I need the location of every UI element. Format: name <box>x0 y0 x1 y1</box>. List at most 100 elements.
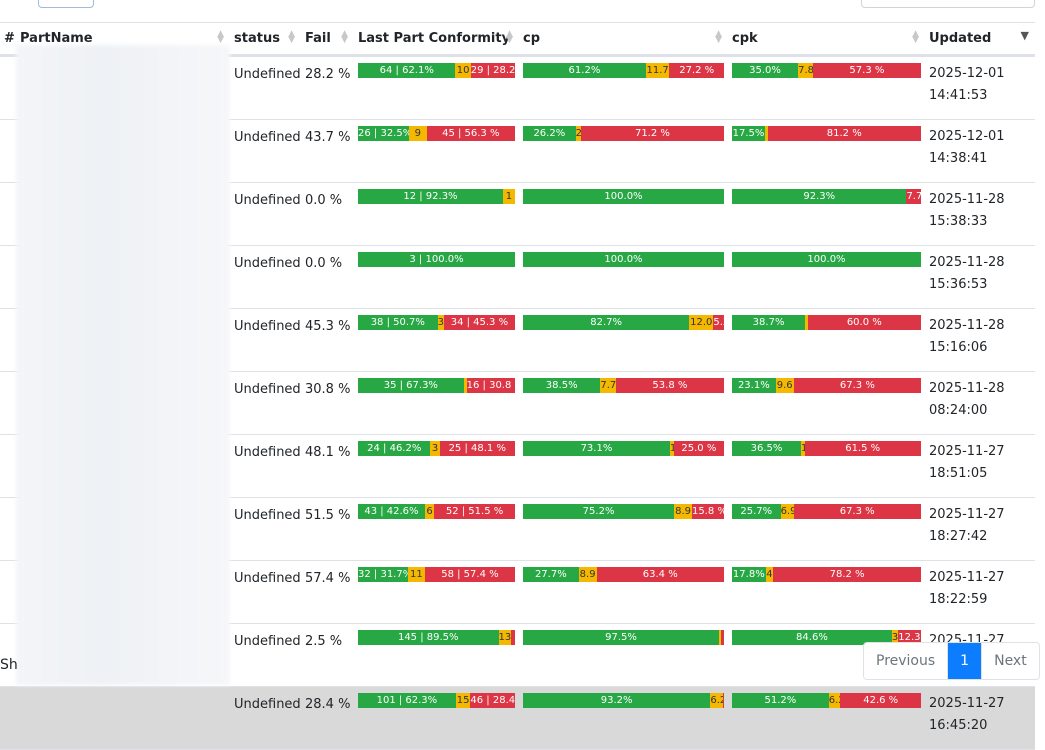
cell-status: Undefined <box>230 686 301 750</box>
updated-time: 08:24:00 <box>929 403 988 418</box>
length-select-button[interactable] <box>38 0 94 8</box>
cpk-bar: 92.3% 7.7 <box>732 189 921 204</box>
bar-segment-warn: 2 <box>575 126 581 141</box>
bar-segment-fail: 25.0 % <box>673 441 724 456</box>
cpk-bar: 25.7% 6.9 67.3 % <box>732 504 921 519</box>
cell-cp: 82.7%12.05.3 <box>519 308 728 372</box>
previous-page-button[interactable]: Previous <box>864 643 948 679</box>
cell-lpc: 12 | 92.3% 1 <box>354 182 519 246</box>
cp-bar: 100.0% <box>523 189 724 204</box>
col-header-cp[interactable]: cp ▲ ▼ <box>519 22 728 57</box>
lpc-bar: 3 | 100.0% <box>358 252 515 267</box>
cp-bar: 27.7% 8.9 63.4 % <box>523 567 724 582</box>
lpc-bar: 43 | 42.6% 6 52 | 51.5 % <box>358 504 515 519</box>
col-header-fail[interactable]: Fail ▲ ▼ <box>301 22 354 57</box>
bar-segment-pass: 97.5% <box>523 630 719 645</box>
cell-status: Undefined <box>230 497 301 561</box>
cell-lpc: 35 | 67.3%16 | 30.8 % <box>354 371 519 435</box>
cell-cpk: 17.8% 4 78.2 % <box>728 560 925 624</box>
cpk-bar: 36.5% 1 61.5 % <box>732 441 921 456</box>
lpc-bar: 12 | 92.3% 1 <box>358 189 515 204</box>
lpc-bar: 38 | 50.7% 3 34 | 45.3 % <box>358 315 515 330</box>
cell-num <box>0 623 16 687</box>
cell-cpk: 51.2%6.242.6 % <box>728 686 925 750</box>
cell-cpk: 35.0% 7.8 57.3 % <box>728 55 925 120</box>
cp-bar: 82.7%12.05.3 <box>523 315 724 330</box>
bar-segment-pass: 17.5% <box>732 126 766 141</box>
bar-segment-warn: 8.9 <box>578 567 597 582</box>
cell-status: Undefined <box>230 623 301 687</box>
bar-segment-warn: 3 <box>891 630 898 645</box>
lpc-bar: 24 | 46.2% 3 25 | 48.1 % <box>358 441 515 456</box>
cell-num <box>0 434 16 498</box>
cell-updated: 2025-12-01 14:41:53 <box>925 55 1035 120</box>
updated-time: 18:22:59 <box>929 592 988 607</box>
sort-icon: ▲ ▼ <box>506 29 513 45</box>
cell-cp: 26.2% 2 71.2 % <box>519 119 728 183</box>
page-1-button[interactable]: 1 <box>947 643 983 679</box>
cp-bar: 100.0% <box>523 252 724 267</box>
cp-bar: 73.1% 1 25.0 % <box>523 441 724 456</box>
cell-updated: 2025-11-28 15:38:33 <box>925 182 1035 246</box>
cpk-bar: 84.6% 3 12.3 <box>732 630 921 645</box>
updated-time: 14:38:41 <box>929 151 988 166</box>
cell-cpk: 36.5% 1 61.5 % <box>728 434 925 498</box>
bar-segment-fail: 7.7 <box>906 189 921 204</box>
cell-fail: 28.2 % <box>301 55 354 120</box>
bar-segment-pass: 26 | 32.5% <box>358 126 410 141</box>
cell-fail: 45.3 % <box>301 308 354 372</box>
bar-segment-fail: 42.6 % <box>840 693 921 708</box>
cell-updated: 2025-11-27 18:51:05 <box>925 434 1035 498</box>
cell-lpc: 24 | 46.2% 3 25 | 48.1 % <box>354 434 519 498</box>
bar-segment-pass: 3 | 100.0% <box>358 252 515 267</box>
col-header-last-part-conformity[interactable]: Last Part Conformity ▲ ▼ <box>354 22 519 57</box>
bar-segment-pass: 25.7% <box>732 504 781 519</box>
cp-bar: 97.5% <box>523 630 724 645</box>
col-header-updated[interactable]: Updated ▼ <box>925 22 1035 57</box>
cpk-bar: 100.0% <box>732 252 921 267</box>
cell-fail: 0.0 % <box>301 182 354 246</box>
cell-status: Undefined <box>230 245 301 309</box>
bar-segment-pass: 24 | 46.2% <box>358 441 431 456</box>
col-header-cpk[interactable]: cpk ▲ ▼ <box>728 22 925 57</box>
search-input[interactable] <box>861 0 1035 8</box>
sort-icon: ▲ ▼ <box>715 29 722 45</box>
next-page-button[interactable]: Next <box>982 643 1039 679</box>
bar-segment-pass: 145 | 89.5% <box>358 630 499 645</box>
cell-partname <box>16 686 230 750</box>
bar-segment-pass: 35.0% <box>732 63 799 78</box>
sort-icon: ▲ ▼ <box>288 29 295 45</box>
updated-date: 2025-12-01 <box>929 66 1005 81</box>
bar-segment-warn: 7.7 <box>600 378 616 393</box>
bar-segment-warn <box>805 315 808 330</box>
cell-cp: 75.2% 8.9 15.8 % <box>519 497 728 561</box>
bar-segment-warn: 1 <box>669 441 674 456</box>
cell-num <box>0 371 16 435</box>
cell-lpc: 43 | 42.6% 6 52 | 51.5 % <box>354 497 519 561</box>
cell-cpk: 25.7% 6.9 67.3 % <box>728 497 925 561</box>
cell-num <box>0 245 16 309</box>
cell-lpc: 26 | 32.5% 9 45 | 56.3 % <box>354 119 519 183</box>
cell-status: Undefined <box>230 119 301 183</box>
bar-segment-pass: 73.1% <box>523 441 670 456</box>
updated-time: 15:16:06 <box>929 340 988 355</box>
col-header-num[interactable]: # <box>0 22 16 57</box>
cell-fail: 30.8 % <box>301 371 354 435</box>
cell-num <box>0 560 16 624</box>
bar-segment-pass: 32 | 31.7% <box>358 567 408 582</box>
bar-segment-pass: 100.0% <box>732 252 921 267</box>
col-header-status[interactable]: status ▲ ▼ <box>230 22 301 57</box>
updated-time: 14:41:53 <box>929 88 988 103</box>
bar-segment-warn: 10 <box>455 63 471 78</box>
cp-bar: 75.2% 8.9 15.8 % <box>523 504 724 519</box>
cpk-bar: 17.8% 4 78.2 % <box>732 567 921 582</box>
cell-lpc: 32 | 31.7% 11 58 | 57.4 % <box>354 560 519 624</box>
bar-segment-fail: 71.2 % <box>580 126 724 141</box>
cp-bar: 61.2% 11.7 27.2 % <box>523 63 724 78</box>
cell-lpc: 145 | 89.5% 13 <box>354 623 519 687</box>
bar-segment-pass: 82.7% <box>523 315 690 330</box>
